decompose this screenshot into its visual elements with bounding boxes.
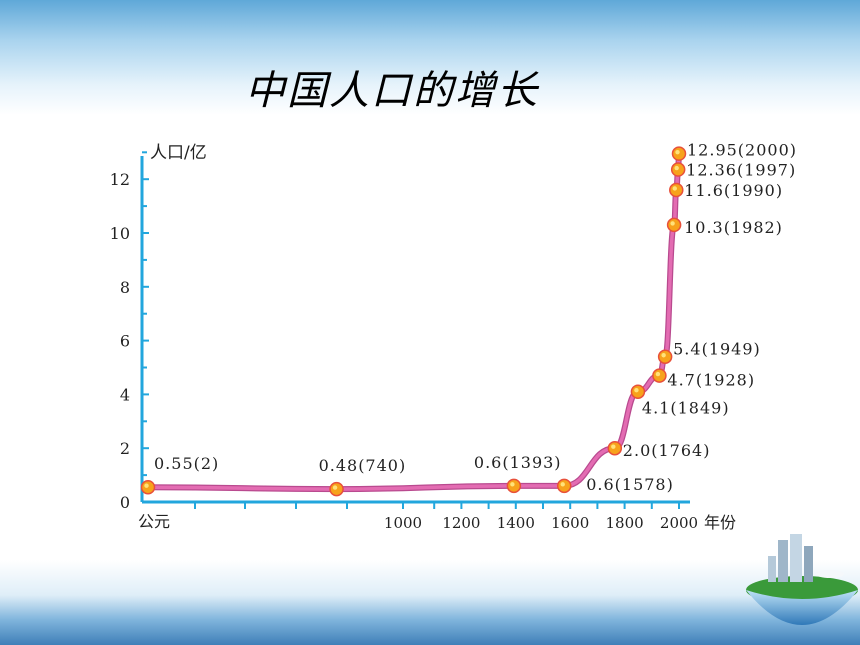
x-tick-label: 1200 [442,514,480,532]
curve-outline [145,150,682,493]
data-point-highlight [670,221,675,226]
y-axis-label: 人口/亿 [150,143,207,163]
y-tick-label: 10 [110,224,130,243]
x-origin-label: 公元 [138,512,170,531]
y-tick-label: 0 [120,493,130,512]
data-point-highlight [144,483,149,488]
x-tick-label: 1400 [497,514,535,532]
data-label: 11.6(1990) [684,181,783,200]
data-label: 0.6(1393) [474,453,562,472]
data-label: 10.3(1982) [684,218,783,237]
x-tick-label: 1600 [551,514,589,532]
y-tick-label: 8 [120,278,130,297]
data-point-highlight [655,371,661,377]
x-tick-label: 1000 [384,514,422,532]
population-line [146,151,681,491]
data-point-highlight [560,482,565,487]
data-label: 4.1(1849) [642,399,730,418]
data-point-highlight [510,482,515,487]
data-point-highlight [634,388,639,393]
y-tick-label: 6 [120,332,130,351]
x-tick-label: 2000 [660,514,698,532]
slide-title: 中国人口的增长 [245,68,539,114]
y-tick-label: 12 [110,170,130,189]
data-point-highlight [611,444,616,449]
data-label: 0.55(2) [154,454,219,473]
data-point-highlight [674,165,679,171]
data-label: 12.36(1997) [686,161,796,180]
data-point-highlight [332,485,338,490]
y-tick-label: 2 [120,439,130,458]
globe-city-illustration [746,534,858,625]
chart-labels: 0.55(2) 0.48(740) 0.6(1393) 0.6(1578) 2.0(17… [154,141,797,494]
x-axis-label: 年份 [704,513,736,532]
data-point-highlight [675,149,680,155]
data-point-highlight [672,186,677,191]
data-label: 0.6(1578) [586,475,674,494]
y-tick-label: 4 [120,385,130,404]
chart-axes: 0 2 4 6 8 10 12 1000 1200 1400 1600 1800 2000 人口/亿年份 公… [110,143,736,532]
data-label: 2.0(1764) [623,441,711,460]
data-label: 0.48(740) [319,456,407,475]
chart-curve [145,150,682,493]
data-point-highlight [661,353,666,358]
data-label: 5.4(1949) [673,340,761,359]
x-tick-label: 1800 [606,514,644,532]
data-label: 4.7(1928) [667,371,755,390]
chart-points [140,146,687,497]
data-label: 12.95(2000) [687,141,797,160]
